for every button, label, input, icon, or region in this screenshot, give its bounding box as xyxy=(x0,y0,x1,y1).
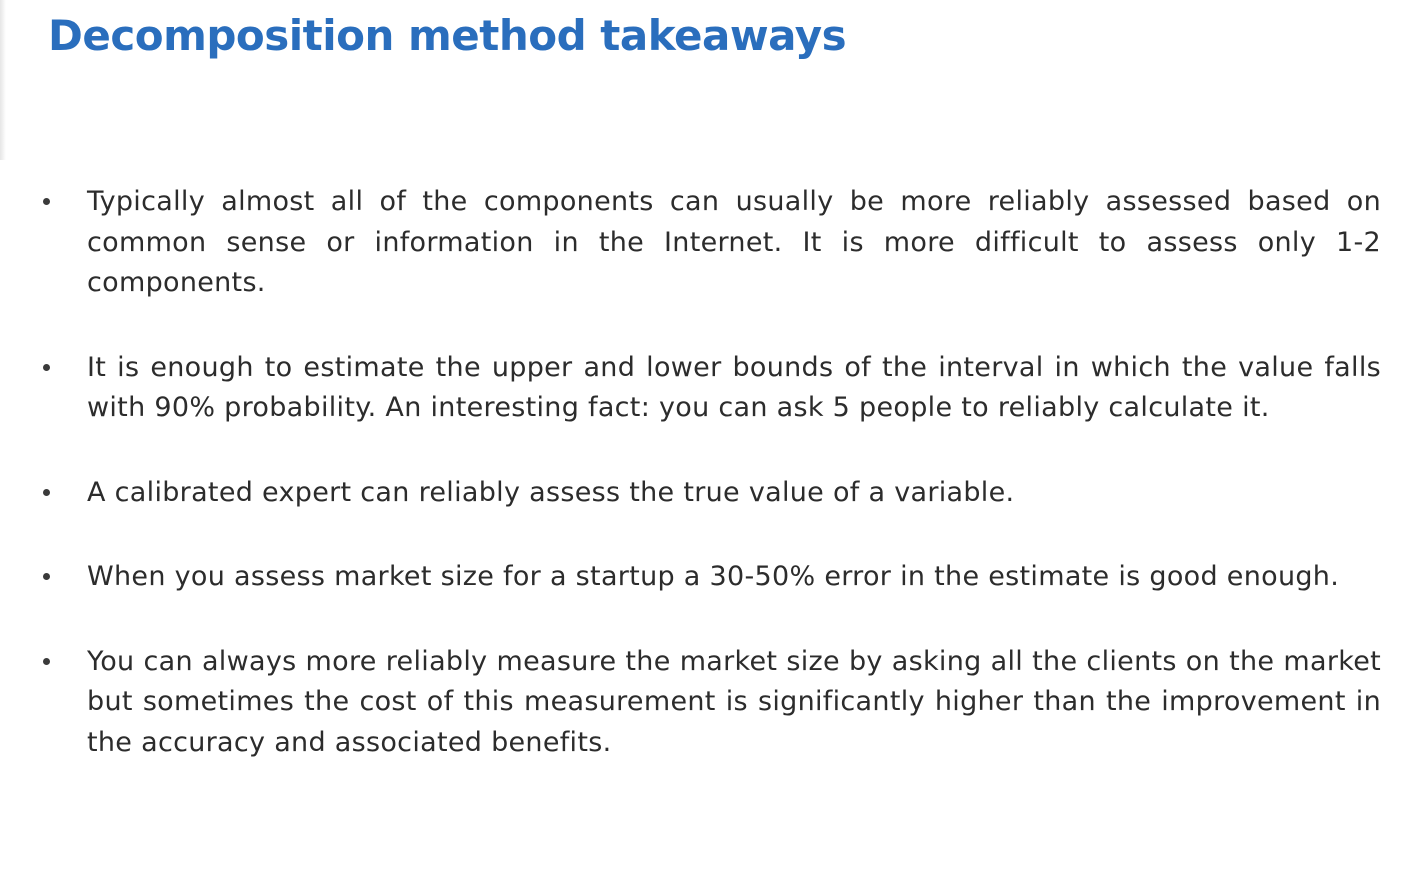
bullet-text: It is enough to estimate the upper and l… xyxy=(87,351,1381,424)
bullet-dot-icon xyxy=(43,657,50,665)
bullet-dot-icon xyxy=(43,488,50,496)
bullet-text: You can always more reliably measure the… xyxy=(87,645,1381,758)
bullet-item: It is enough to estimate the upper and l… xyxy=(40,348,1381,429)
slide-edge-shadow xyxy=(0,0,6,160)
bullet-dot-icon xyxy=(43,363,50,371)
bullet-dot-icon xyxy=(43,573,50,580)
bullet-dot-icon xyxy=(43,198,50,205)
bullet-list: Typically almost all of the components c… xyxy=(40,182,1381,763)
bullet-item: Typically almost all of the components c… xyxy=(40,182,1381,304)
bullet-item: When you assess market size for a startu… xyxy=(40,557,1381,598)
bullet-text: A calibrated expert can reliably assess … xyxy=(87,476,1015,508)
bullet-text: Typically almost all of the components c… xyxy=(87,186,1381,298)
bullet-item: A calibrated expert can reliably assess … xyxy=(40,473,1381,514)
bullet-item: You can always more reliably measure the… xyxy=(40,642,1381,764)
slide-title: Decomposition method takeaways xyxy=(48,11,847,60)
bullet-text: When you assess market size for a startu… xyxy=(87,561,1340,592)
